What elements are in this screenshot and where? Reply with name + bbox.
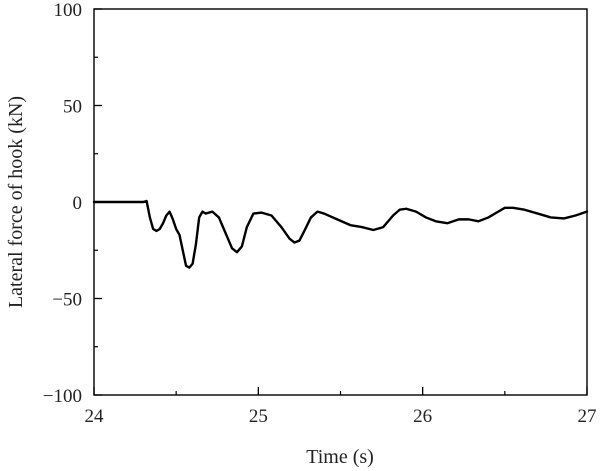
y-axis-ticks: −100 −50 0 50 100 xyxy=(43,0,102,407)
x-tick-label: 27 xyxy=(578,406,597,427)
series-group xyxy=(92,199,589,269)
x-axis-label: Time (s) xyxy=(306,446,374,468)
y-tick-label: −50 xyxy=(52,290,82,311)
plot-frame xyxy=(93,8,588,396)
x-tick-label: 25 xyxy=(249,406,268,427)
x-tick-label: 24 xyxy=(85,406,105,427)
y-tick-label: 100 xyxy=(54,0,83,21)
y-tick-label: 50 xyxy=(63,97,82,118)
y-tick-label: 0 xyxy=(73,193,83,214)
series-line xyxy=(92,199,589,269)
y-tick-label: −100 xyxy=(43,386,82,407)
x-tick-label: 26 xyxy=(413,406,432,427)
x-axis-ticks: 24 25 26 27 xyxy=(85,387,597,427)
y-axis-label: Lateral force of hook (kN) xyxy=(5,96,27,308)
